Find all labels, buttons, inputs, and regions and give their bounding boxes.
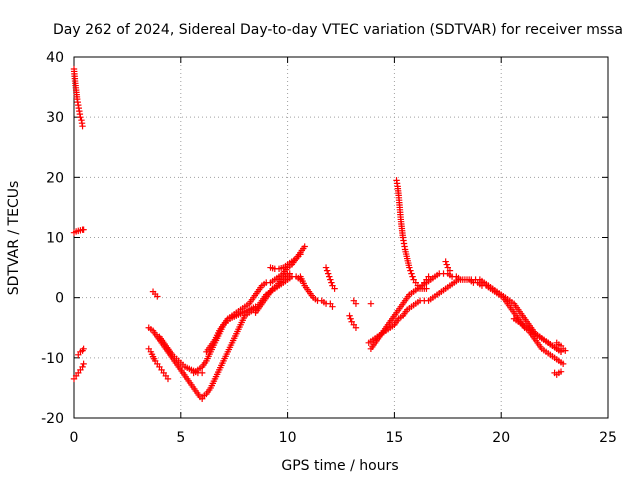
data-point — [154, 293, 161, 300]
data-point — [347, 315, 354, 322]
data-point — [346, 312, 353, 319]
data-point — [77, 113, 84, 121]
data-point — [557, 368, 565, 375]
data-point — [324, 270, 332, 277]
y-tick-label: 10 — [46, 231, 64, 247]
series-seg-e — [149, 288, 161, 300]
data-point — [562, 347, 569, 354]
data-point — [79, 122, 86, 130]
y-tick-label: -20 — [41, 411, 64, 427]
data-point — [297, 251, 304, 258]
series-seg-w — [442, 258, 454, 274]
data-point — [301, 243, 308, 250]
data-point — [409, 273, 416, 280]
series-seg-v — [421, 273, 432, 286]
data-point — [407, 267, 414, 274]
axis-ticks: 0 5 10 15 20 25 -20 -10 0 10 20 30 40 — [41, 50, 617, 446]
data-point — [323, 267, 331, 274]
series-seg-z — [553, 339, 569, 354]
y-tick-label: 20 — [46, 170, 64, 186]
data-point — [442, 258, 449, 265]
y-axis-label: SDTVAR / TECUs — [6, 181, 22, 296]
series-seg-k — [203, 303, 259, 356]
series-seg-b — [70, 226, 87, 236]
series-seg-a — [70, 65, 86, 130]
x-tick-label: 5 — [176, 430, 185, 446]
data-point — [79, 363, 86, 371]
data-point — [327, 276, 334, 283]
data-point — [286, 270, 293, 277]
series-seg-d — [75, 345, 87, 359]
data-point — [446, 267, 454, 274]
data-point — [329, 303, 336, 310]
series-seg-g — [145, 324, 206, 402]
x-tick-label: 15 — [385, 430, 403, 446]
y-tick-label: 30 — [46, 110, 64, 126]
x-tick-label: 10 — [279, 430, 297, 446]
series-seg-m — [267, 251, 304, 272]
series-seg-x — [510, 315, 565, 356]
series-seg-f — [145, 345, 172, 383]
y-tick-label: 0 — [55, 291, 64, 307]
grid — [74, 57, 608, 418]
x-axis-label: GPS time / hours — [281, 458, 398, 474]
data-point — [367, 300, 375, 307]
data-point — [198, 369, 206, 377]
series-seg-q — [350, 297, 360, 307]
series-seg-o — [322, 264, 338, 292]
series-seg-r — [367, 300, 375, 307]
data-point — [80, 360, 87, 368]
data-point — [164, 375, 172, 383]
data-point — [328, 279, 335, 286]
data-point — [80, 226, 87, 233]
data-point — [406, 264, 413, 271]
data-point — [352, 324, 360, 331]
chart-title: Day 262 of 2024, Sidereal Day-to-day VTE… — [53, 22, 623, 38]
data-point — [322, 264, 330, 271]
series-seg-l — [252, 270, 293, 316]
series-seg-p — [346, 312, 360, 331]
series-seg-u — [393, 177, 430, 292]
series-seg-y — [551, 368, 565, 378]
data-point — [80, 345, 87, 353]
y-tick-label: 40 — [46, 50, 64, 66]
series-seg-n — [297, 273, 336, 310]
data-point — [331, 285, 338, 292]
x-tick-label: 0 — [70, 430, 79, 446]
x-tick-label: 25 — [599, 430, 617, 446]
y-tick-label: -10 — [41, 351, 64, 367]
data-point — [443, 261, 450, 268]
series-seg-c — [70, 360, 87, 383]
data-point — [423, 285, 430, 292]
data-point — [408, 270, 415, 277]
data-points — [70, 65, 569, 402]
data-point — [352, 300, 360, 307]
data-point — [326, 273, 333, 280]
data-point — [425, 273, 432, 280]
x-tick-label: 20 — [492, 430, 510, 446]
data-point — [559, 360, 567, 368]
